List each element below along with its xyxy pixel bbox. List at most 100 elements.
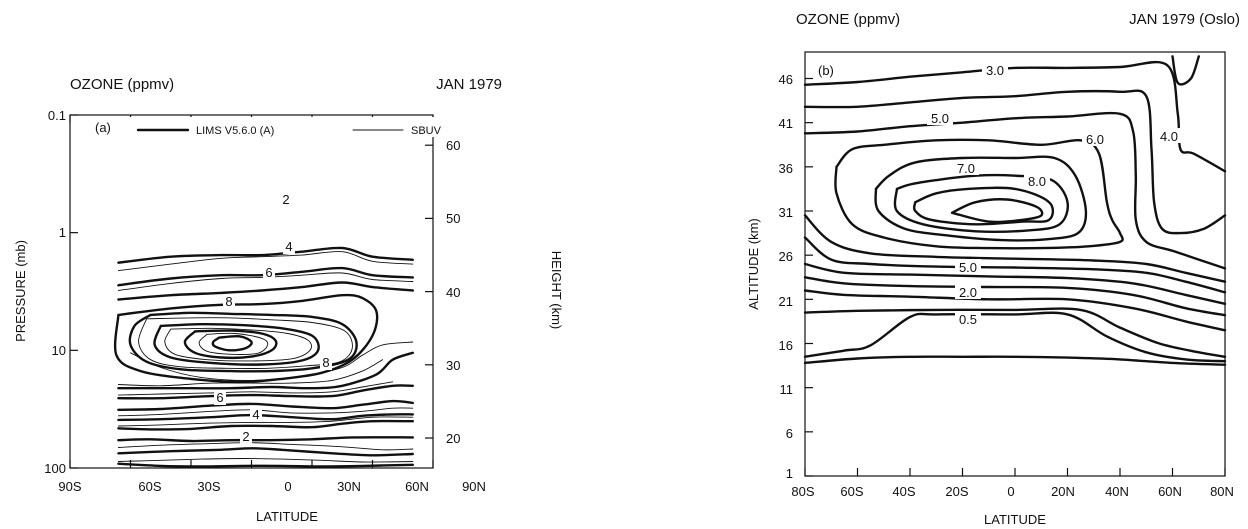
sbuv-contour-4 bbox=[198, 332, 269, 355]
oslo-contour-7 bbox=[912, 186, 1055, 226]
x-tick-label: 0 bbox=[284, 479, 291, 494]
panel-b-header-left: OZONE (ppmv) bbox=[796, 11, 900, 28]
contour-label-5.0-bottom: 5.0 bbox=[959, 260, 977, 275]
y-tick-label: 0.1 bbox=[48, 108, 66, 123]
oslo-contour-16 bbox=[803, 355, 1227, 366]
y-tick-label: 31 bbox=[779, 205, 793, 220]
contour-label-6-bottom: 6 bbox=[216, 390, 223, 405]
contour-label-bg bbox=[263, 265, 275, 280]
panel-a-x-tick-labels: 90S 60S 30S 0 30N 60N 90N bbox=[58, 479, 486, 494]
contour-label-0.5: 0.5 bbox=[959, 312, 977, 327]
y-right-tick-label: 30 bbox=[446, 358, 460, 373]
contour-label-bg bbox=[320, 355, 332, 370]
contour-label-bg bbox=[1156, 128, 1182, 143]
panel-a-header-left: OZONE (ppmv) bbox=[70, 76, 174, 93]
y-right-tick-label: 40 bbox=[446, 285, 460, 300]
x-tick-label: 80S bbox=[791, 484, 814, 499]
oslo-contour-15 bbox=[803, 311, 1227, 363]
sbuv-contour-10 bbox=[117, 442, 414, 451]
contour-label-bg bbox=[982, 62, 1008, 77]
contour-label-bg bbox=[955, 311, 981, 326]
contour-label-2-top: 2 bbox=[282, 192, 289, 207]
contour-label-bg bbox=[250, 407, 262, 422]
y-tick-label: 16 bbox=[779, 338, 793, 353]
contour-label-8-top: 8 bbox=[225, 294, 232, 309]
panel-a-legend: (a) LIMS V5.6.0 (A) SBUV bbox=[95, 117, 464, 137]
lims-contour-11 bbox=[117, 413, 414, 422]
panel-b-y-tick-labels: 1 6 11 16 21 26 31 36 41 46 bbox=[779, 72, 793, 481]
panel-a-label: (a) bbox=[95, 120, 111, 135]
panel-b: OZONE (ppmv) JAN 1979 (Oslo) (b) 3.0 5.0… bbox=[746, 11, 1240, 527]
x-tick-label: 60S bbox=[138, 479, 161, 494]
lims-contour-8 bbox=[117, 351, 414, 390]
panel-a-y-axis-label-left: PRESSURE (mb) bbox=[13, 240, 28, 342]
lims-contour-7 bbox=[211, 334, 253, 352]
oslo-contour-4 bbox=[834, 138, 1124, 250]
contour-label-bg bbox=[283, 239, 295, 254]
contour-label-bg bbox=[214, 390, 226, 405]
x-tick-label: 0 bbox=[1007, 484, 1014, 499]
contour-label-7.0: 7.0 bbox=[957, 161, 975, 176]
contour-label-6.0: 6.0 bbox=[1086, 132, 1104, 147]
x-tick-label: 30S bbox=[197, 479, 220, 494]
lims-contour-0 bbox=[117, 246, 414, 264]
lims-contour-4 bbox=[128, 311, 358, 373]
oslo-contour-6 bbox=[893, 173, 1070, 233]
panel-b-label: (b) bbox=[818, 63, 834, 78]
legend-lims-label: LIMS V5.6.0 (A) bbox=[196, 125, 274, 137]
y-tick-label: 1 bbox=[786, 466, 793, 481]
sbuv-contour-0 bbox=[117, 251, 414, 272]
panel-b-y-axis-label: ALTITUDE (km) bbox=[746, 218, 761, 309]
oslo-contour-12 bbox=[803, 276, 1227, 317]
y-tick-label: 6 bbox=[786, 426, 793, 441]
panel-b-ticks bbox=[804, 77, 1226, 477]
y-right-tick-label: 60 bbox=[446, 138, 460, 153]
y-tick-label: 46 bbox=[779, 72, 793, 87]
contour-label-6-top: 6 bbox=[265, 265, 272, 280]
panel-a-x-axis-label: LATITUDE bbox=[256, 509, 318, 524]
oslo-contour-2 bbox=[803, 89, 1227, 235]
legend-background bbox=[108, 117, 464, 137]
x-tick-label: 20N bbox=[1051, 484, 1075, 499]
y-tick-label: 10 bbox=[52, 343, 66, 358]
x-tick-label: 40S bbox=[892, 484, 915, 499]
sbuv-contour-11 bbox=[117, 458, 414, 463]
oslo-contour-9 bbox=[803, 214, 1227, 283]
contour-label-8-bottom: 8 bbox=[322, 355, 329, 370]
y-tick-label: 41 bbox=[779, 116, 793, 131]
oslo-contour-3 bbox=[803, 111, 1227, 270]
sbuv-contour-7 bbox=[117, 381, 394, 396]
contour-label-bg bbox=[953, 160, 979, 175]
contour-label-bg bbox=[955, 284, 981, 299]
contour-label-5.0-top: 5.0 bbox=[931, 111, 949, 126]
x-tick-label: 90N bbox=[462, 479, 486, 494]
panel-a-y-right-tick-labels: 20 30 40 50 60 bbox=[446, 138, 460, 446]
y-right-tick-label: 20 bbox=[446, 431, 460, 446]
contour-label-bg bbox=[280, 192, 292, 207]
lims-contour-2 bbox=[117, 281, 414, 301]
y-tick-label: 21 bbox=[779, 294, 793, 309]
contour-label-2.0: 2.0 bbox=[959, 285, 977, 300]
y-tick-label: 26 bbox=[779, 249, 793, 264]
contour-label-8.0: 8.0 bbox=[1028, 174, 1046, 189]
panel-b-x-tick-labels: 80S 60S 40S 20S 0 20N 40N 60N 80N bbox=[791, 484, 1234, 499]
oslo-contour-5 bbox=[874, 155, 1088, 242]
x-tick-label: 80N bbox=[1210, 484, 1234, 499]
lims-contour-3 bbox=[113, 293, 379, 383]
sbuv-contour-9 bbox=[117, 416, 414, 427]
panel-b-contours bbox=[803, 55, 1227, 366]
contour-label-2-bottom: 2 bbox=[242, 429, 249, 444]
lims-contour-13 bbox=[117, 436, 414, 443]
x-tick-label: 60N bbox=[405, 479, 429, 494]
panel-a-y-left-tick-labels: 0.1 1 10 100 bbox=[44, 108, 66, 476]
legend-sbuv-label: SBUV bbox=[411, 125, 442, 137]
contour-label-4.0: 4.0 bbox=[1160, 129, 1178, 144]
contour-label-bg bbox=[240, 429, 252, 444]
lims-contour-6 bbox=[183, 329, 278, 359]
panel-b-x-axis-label: LATITUDE bbox=[984, 512, 1046, 527]
y-tick-label: 36 bbox=[779, 161, 793, 176]
sbuv-contour-6 bbox=[117, 359, 384, 387]
oslo-contour-1 bbox=[1171, 55, 1200, 86]
y-tick-label: 100 bbox=[44, 461, 66, 476]
